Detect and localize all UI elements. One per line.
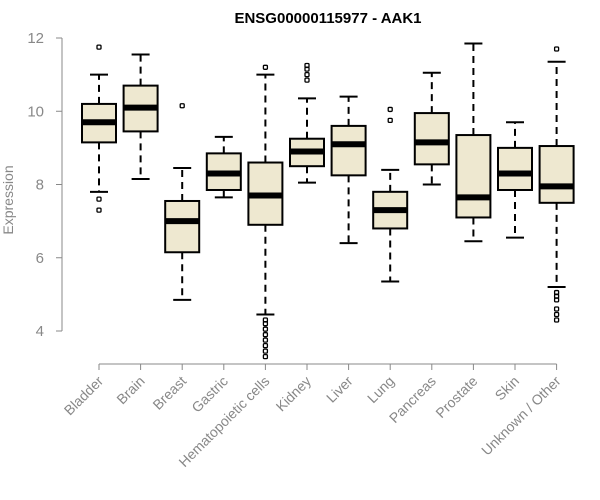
box-group xyxy=(455,42,492,243)
y-tick-label: 6 xyxy=(36,250,44,267)
box xyxy=(538,145,575,204)
outlier-point xyxy=(304,77,310,83)
outlier-point xyxy=(262,353,269,360)
outlier-point xyxy=(262,332,269,338)
box-group xyxy=(247,64,284,360)
x-tick-label: Kidney xyxy=(273,373,315,415)
x-tick-label: Brain xyxy=(113,373,147,407)
outlier-point xyxy=(553,317,560,323)
box-group xyxy=(289,62,325,184)
box-group xyxy=(413,71,450,186)
box-group xyxy=(122,53,159,181)
outlier-point xyxy=(304,71,310,78)
x-tick-label: Lung xyxy=(364,373,397,406)
x-tick-label: Liver xyxy=(323,373,356,406)
outlier-point xyxy=(262,342,269,349)
outlier-point xyxy=(96,196,102,202)
box-group xyxy=(205,135,242,199)
outlier-point xyxy=(96,207,102,213)
outlier-point xyxy=(262,317,269,323)
box xyxy=(455,134,492,219)
box-group xyxy=(538,46,575,323)
box xyxy=(164,199,201,254)
y-axis-label: Expression xyxy=(0,165,16,234)
y-tick-label: 10 xyxy=(27,103,44,120)
outlier-point xyxy=(387,117,393,124)
outlier-point xyxy=(262,348,269,354)
x-tick-label: Prostate xyxy=(432,373,480,421)
chart-title: ENSG00000115977 - AAK1 xyxy=(234,10,421,27)
outlier-point xyxy=(553,311,560,318)
box xyxy=(330,124,367,177)
box-group xyxy=(81,44,117,213)
box-group xyxy=(330,95,367,245)
y-tick-label: 4 xyxy=(36,323,44,340)
outlier-point xyxy=(387,106,393,113)
y-tick-label: 12 xyxy=(27,30,44,47)
box-group xyxy=(372,106,409,283)
x-tick-label: Bladder xyxy=(61,373,107,419)
outlier-point xyxy=(262,337,269,343)
x-tick-label: Unknown / Other xyxy=(478,373,564,459)
outlier-point xyxy=(553,289,560,296)
outlier-point xyxy=(179,103,185,109)
box-group xyxy=(164,103,201,301)
x-tick-label: Breast xyxy=(149,373,189,413)
outlier-point xyxy=(304,62,310,69)
outlier-point xyxy=(96,44,102,50)
outlier-point xyxy=(553,46,560,52)
outlier-point xyxy=(553,306,560,312)
outlier-point xyxy=(262,64,269,70)
x-tick-label: Skin xyxy=(492,373,523,404)
box-group xyxy=(497,121,533,239)
outlier-point xyxy=(262,326,269,332)
box xyxy=(497,146,533,191)
y-tick-label: 8 xyxy=(36,177,44,194)
box xyxy=(413,112,450,166)
